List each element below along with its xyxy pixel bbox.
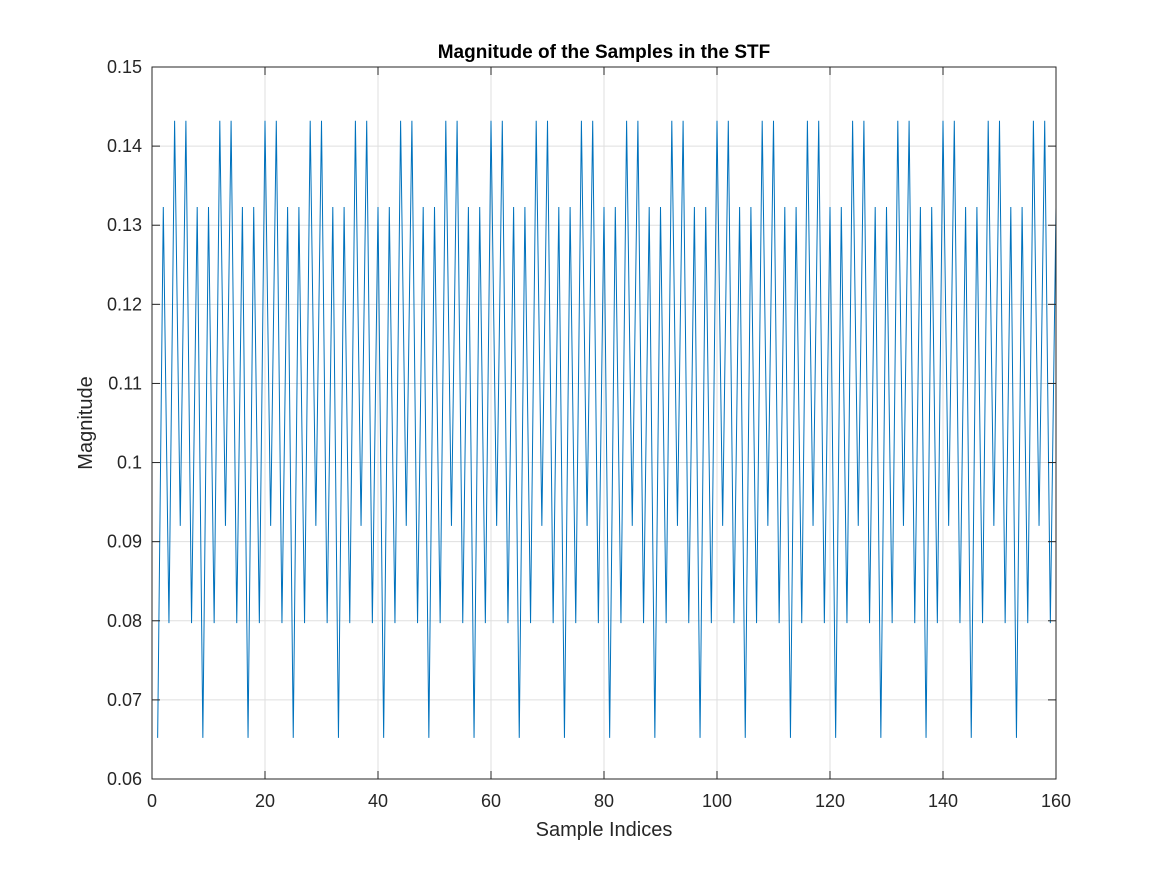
- x-tick-label: 120: [815, 791, 845, 811]
- chart-title: Magnitude of the Samples in the STF: [438, 42, 771, 63]
- series-layer: [157, 120, 1057, 738]
- y-tick-label: 0.08: [107, 611, 142, 631]
- series-line: [157, 120, 1057, 738]
- x-tick-label: 20: [255, 791, 275, 811]
- y-tick-label: 0.12: [107, 294, 142, 314]
- x-tick-label: 80: [594, 791, 614, 811]
- y-tick-label: 0.11: [108, 373, 142, 393]
- y-axis-label: Magnitude: [75, 376, 97, 469]
- y-tick-label: 0.06: [107, 769, 142, 789]
- x-tick-label: 60: [481, 791, 501, 811]
- axis-ticks: [151, 66, 1057, 780]
- y-tick-label: 0.13: [107, 215, 142, 235]
- x-tick-label: 40: [368, 791, 388, 811]
- y-tick-label: 0.09: [107, 532, 142, 552]
- y-tick-label: 0.15: [107, 57, 142, 77]
- x-tick-label: 0: [147, 791, 157, 811]
- y-tick-label: 0.14: [107, 136, 142, 156]
- x-tick-label: 160: [1041, 791, 1071, 811]
- y-tick-labels: 0.06 0.07 0.08 0.09 0.1 0.11 0.12 0.13 0.14 0.15: [107, 57, 142, 789]
- x-axis-label: Sample Indices: [536, 819, 673, 841]
- x-tick-label: 100: [702, 791, 732, 811]
- y-tick-label: 0.1: [117, 453, 142, 473]
- x-tick-label: 140: [928, 791, 958, 811]
- y-tick-label: 0.07: [107, 690, 142, 710]
- x-tick-labels: 0 20 40 60 80 100 120 140 160: [147, 791, 1071, 811]
